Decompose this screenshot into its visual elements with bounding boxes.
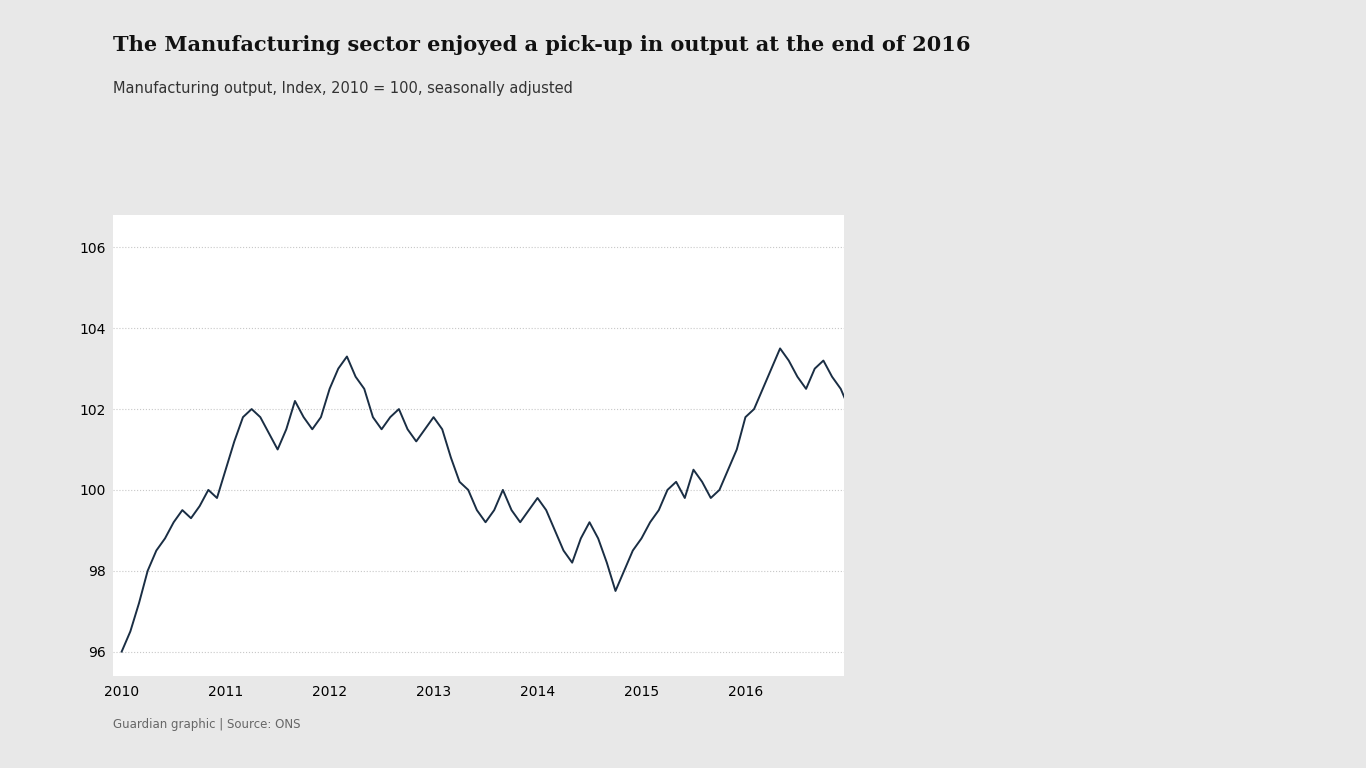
Text: Manufacturing output, Index, 2010 = 100, seasonally adjusted: Manufacturing output, Index, 2010 = 100,… — [113, 81, 574, 96]
Text: The Manufacturing sector enjoyed a pick-up in output at the end of 2016: The Manufacturing sector enjoyed a pick-… — [113, 35, 971, 55]
Text: Guardian graphic | Source: ONS: Guardian graphic | Source: ONS — [113, 718, 301, 731]
